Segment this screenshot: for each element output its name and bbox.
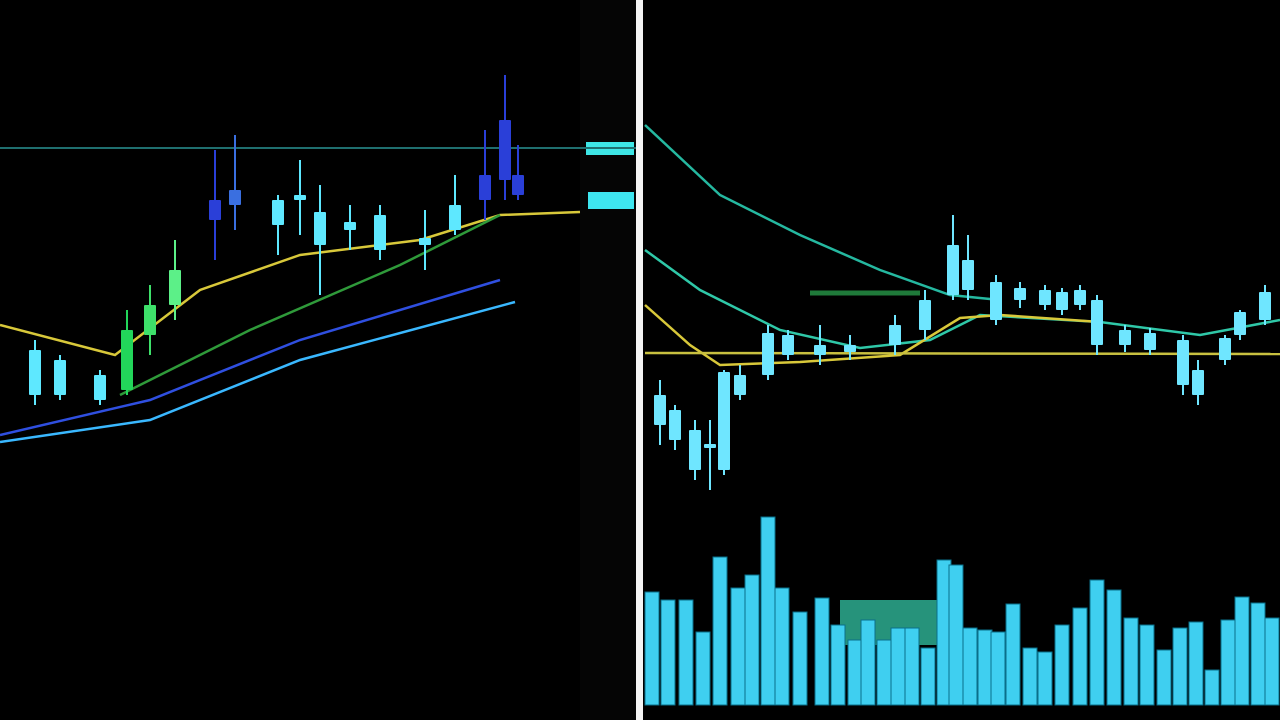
candle-body	[272, 200, 284, 225]
moving-average	[0, 278, 501, 437]
candle-body	[689, 430, 701, 470]
volume-bar	[1139, 624, 1155, 706]
volume-bar	[644, 591, 660, 706]
candle-body	[294, 195, 306, 200]
volume-bar	[712, 556, 728, 706]
candle-body	[499, 120, 511, 180]
volume-bar	[962, 627, 978, 706]
volume-bar	[1264, 617, 1280, 706]
price-axis-strip	[580, 0, 636, 720]
price-marker	[588, 192, 634, 209]
volume-bar	[830, 624, 846, 706]
volume-bar	[977, 629, 993, 706]
candle-body	[209, 200, 221, 220]
volume-bar	[678, 599, 694, 706]
volume-bar	[1220, 619, 1236, 706]
moving-average	[644, 248, 1280, 350]
candle-body	[1177, 340, 1189, 385]
volume-bar	[1037, 651, 1053, 706]
candle-body	[947, 245, 959, 295]
volume-bar	[1156, 649, 1172, 706]
candle-body	[734, 375, 746, 395]
volume-bar	[1005, 603, 1021, 706]
candle-body	[718, 372, 730, 470]
volume-bar	[814, 597, 830, 706]
candle-body	[54, 360, 66, 395]
candle-body	[782, 335, 794, 355]
candle-body	[1056, 292, 1068, 310]
candle-body	[762, 333, 774, 375]
moving-average	[0, 300, 516, 444]
volume-bar	[876, 639, 892, 706]
candle-body	[1074, 290, 1086, 305]
volume-bar	[847, 639, 863, 706]
volume-bar	[1054, 624, 1070, 706]
candle-body	[29, 350, 41, 395]
candle-body	[374, 215, 386, 250]
candle-body	[512, 175, 524, 195]
volume-bar	[1250, 602, 1266, 706]
volume-bar	[1022, 647, 1038, 706]
volume-bar	[860, 619, 876, 706]
volume-bar	[920, 647, 936, 706]
candle-body	[229, 190, 241, 205]
candle-body	[844, 345, 856, 352]
moving-average	[119, 213, 501, 397]
volume-profile	[840, 600, 940, 645]
candle-body	[1091, 300, 1103, 345]
candle-body	[419, 238, 431, 245]
moving-average	[644, 124, 1001, 302]
volume-bar	[774, 587, 790, 706]
volume-bar	[744, 574, 760, 706]
volume-bar	[948, 564, 964, 706]
candle-body	[1259, 292, 1271, 320]
volume-bar	[730, 587, 746, 706]
volume-bar	[1234, 596, 1250, 706]
candle-body	[962, 260, 974, 290]
candle-body	[669, 410, 681, 440]
candle-body	[479, 175, 491, 200]
volume-bar	[792, 611, 808, 706]
volume-bar	[660, 599, 676, 706]
candle-body	[1119, 330, 1131, 345]
volume-bar	[1204, 669, 1220, 706]
candle-body	[1219, 338, 1231, 360]
candle-body	[654, 395, 666, 425]
candle-body	[449, 205, 461, 230]
candle-body	[1234, 312, 1246, 335]
candle-body	[1192, 370, 1204, 395]
volume-bar	[1188, 621, 1204, 706]
volume-bar	[695, 631, 711, 706]
volume-bar	[1072, 607, 1088, 706]
volume-bar	[890, 627, 906, 706]
candle-body	[1144, 333, 1156, 350]
volume-bar	[990, 631, 1006, 706]
divider	[636, 0, 643, 720]
candle-body	[1014, 288, 1026, 300]
candle-body	[990, 282, 1002, 320]
volume-bar	[1106, 589, 1122, 706]
candle-body	[889, 325, 901, 345]
volume-bar	[904, 627, 920, 706]
candle-body	[314, 212, 326, 245]
candle-body	[814, 345, 826, 355]
candle-body	[344, 222, 356, 230]
candle-body	[1039, 290, 1051, 305]
candle-body	[94, 375, 106, 400]
candle-body	[121, 330, 133, 390]
volume-bar	[1172, 627, 1188, 706]
candle-body	[144, 305, 156, 335]
volume-bar	[1123, 617, 1139, 706]
candle-body	[704, 444, 716, 448]
candle-body	[169, 270, 181, 305]
volume-bar	[760, 516, 776, 706]
candle-body	[919, 300, 931, 330]
moving-average	[644, 351, 1280, 356]
volume-bar	[1089, 579, 1105, 706]
